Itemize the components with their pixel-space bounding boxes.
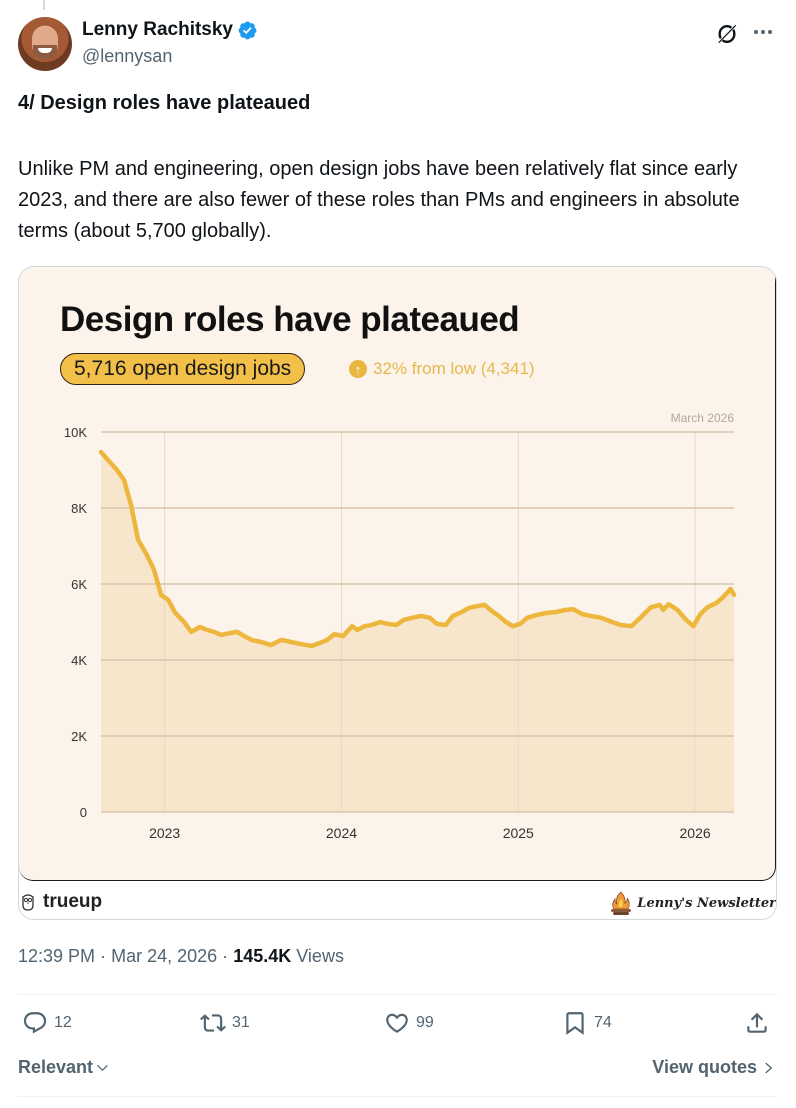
x-tick-label: 2024 (326, 825, 357, 841)
sort-replies-dropdown[interactable]: Relevant (18, 1057, 109, 1078)
y-tick-label: 0 (80, 805, 87, 820)
trueup-label: trueup (43, 891, 103, 912)
delta-label: 32% from low (4,341) (373, 359, 535, 378)
repost-count: 31 (232, 1014, 250, 1031)
reply-button[interactable]: 12 (22, 1010, 72, 1036)
area-fill (101, 452, 734, 812)
thread-connector-line (43, 0, 45, 10)
views-count: 145.4K (233, 946, 292, 966)
views-label: Views (296, 946, 344, 966)
y-tick-label: 10K (64, 425, 87, 440)
chart-card: 2023 2024 2025 2026 0 2K 4K 6K 8K 10K March 2026 D… (19, 267, 776, 881)
grok-icon[interactable] (716, 23, 738, 45)
view-quotes-link[interactable]: View quotes (652, 1057, 774, 1078)
chart-annotation: March 2026 (671, 411, 735, 425)
view-quotes-label: View quotes (652, 1057, 757, 1077)
bookmark-button[interactable]: 74 (562, 1010, 612, 1036)
bookmark-count: 74 (594, 1014, 612, 1031)
series-line (98, 449, 737, 649)
y-tick-label: 2K (71, 729, 87, 744)
meta-separator: · (222, 946, 229, 966)
bookmark-icon (566, 1012, 584, 1035)
x-tick-label: 2023 (149, 825, 180, 841)
meta-separator: · (100, 946, 107, 966)
chart-footer: trueup Lenny's Newsletter (19, 881, 776, 919)
y-tick-label: 4K (71, 653, 87, 668)
chevron-down-icon (97, 1064, 108, 1072)
repost-button[interactable]: 31 (200, 1010, 250, 1036)
delta-from-low: ↑ 32% from low (4,341) (349, 359, 535, 379)
campfire-icon (611, 891, 632, 915)
tweet-body: Unlike PM and engineering, open design j… (18, 158, 740, 242)
chevron-right-icon (765, 1062, 773, 1073)
share-button[interactable] (744, 1010, 770, 1036)
tweet-date[interactable]: Mar 24, 2026 (111, 946, 218, 966)
like-button[interactable]: 99 (384, 1010, 434, 1036)
tweet-time[interactable]: 12:39 PM (18, 946, 96, 966)
reply-icon (23, 1012, 47, 1034)
owl-icon (22, 894, 34, 911)
heart-icon (386, 1013, 408, 1033)
like-count: 99 (416, 1014, 434, 1031)
divider (18, 1096, 778, 1097)
chart-title: Design roles have plateaued (60, 300, 520, 339)
tweet-header: Lenny Rachitsky @lennysan (18, 17, 778, 73)
tweet-meta: 12:39 PM · Mar 24, 2026 · 145.4K Views (18, 946, 344, 967)
more-options-icon[interactable] (750, 21, 776, 43)
reply-count: 12 (54, 1014, 72, 1031)
tweet-actions: 12 31 99 74 (18, 1010, 778, 1044)
divider (18, 994, 778, 995)
arrow-up-icon: ↑ (349, 360, 367, 378)
author-display-name[interactable]: Lenny Rachitsky (82, 19, 233, 40)
x-tick-label: 2026 (680, 825, 711, 841)
author-handle[interactable]: @lennysan (82, 46, 173, 66)
y-tick-label: 8K (71, 501, 87, 516)
avatar[interactable] (18, 17, 72, 71)
tweet-media-image[interactable]: 2023 2024 2025 2026 0 2K 4K 6K 8K 10K March 2026 D… (18, 266, 777, 920)
open-jobs-pill: 5,716 open design jobs (60, 353, 306, 385)
line-chart: 2023 2024 2025 2026 0 2K 4K 6K 8K 10K March 2026 (64, 411, 737, 841)
repost-icon (200, 1014, 226, 1032)
x-tick-label: 2025 (503, 825, 534, 841)
tweet-heading: 4/ Design roles have plateaued (18, 92, 311, 114)
sort-label: Relevant (18, 1057, 94, 1077)
share-icon (747, 1012, 767, 1033)
y-tick-label: 6K (71, 577, 87, 592)
lennys-newsletter-logo: Lenny's Newsletter (609, 890, 776, 916)
author-name-row[interactable]: Lenny Rachitsky (82, 19, 258, 41)
lennys-newsletter-label: Lenny's Newsletter (637, 895, 776, 911)
trueup-logo: trueup (21, 891, 102, 913)
verified-badge-icon (238, 21, 257, 39)
